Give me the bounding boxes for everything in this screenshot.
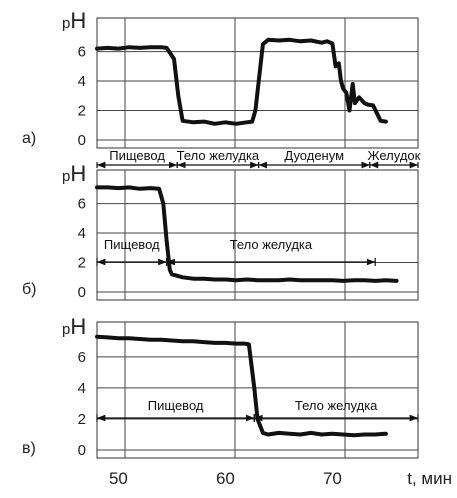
region-label: Тело желудка xyxy=(177,148,260,163)
y-tick-label: 6 xyxy=(78,44,86,61)
y-tick-label: 4 xyxy=(78,225,86,242)
ph-series-line xyxy=(95,334,388,438)
panel-2: 0 2 4 6 pH б) Пищевод Тело желудка xyxy=(22,161,419,301)
plot-frame xyxy=(96,321,419,459)
x-tick-label: 50 xyxy=(109,469,128,488)
panel-label: б) xyxy=(22,281,37,298)
y-tick-label: 0 xyxy=(78,284,86,301)
x-axis-label: t, мин xyxy=(407,469,452,488)
y-axis-label: pH xyxy=(62,314,86,339)
ph-series-line xyxy=(95,37,388,126)
panel-3: 0 2 4 6 pH в) Пищевод Тело желудка 50 60 70 t, мин xyxy=(22,314,452,488)
region-label: Желудок xyxy=(368,148,421,163)
x-tick-label: 70 xyxy=(323,469,342,488)
region-label: Пищевод xyxy=(104,237,160,252)
panel-label: в) xyxy=(22,440,36,457)
x-tick-label: 60 xyxy=(216,469,235,488)
y-tick-label: 0 xyxy=(78,442,86,459)
region-label: Пищевод xyxy=(109,148,165,163)
region-label: Тело желудка xyxy=(295,398,378,413)
plot-frame xyxy=(96,169,419,301)
region-label: Дуоденум xyxy=(284,148,344,163)
y-tick-label: 2 xyxy=(78,103,86,120)
y-tick-label: 6 xyxy=(78,349,86,366)
plot-frame xyxy=(96,17,419,149)
y-tick-label: 4 xyxy=(78,73,86,90)
region-label: Пищевод xyxy=(148,398,204,413)
y-tick-label: 2 xyxy=(78,255,86,272)
ph-series-line xyxy=(95,185,399,283)
region-label: Тело желудка xyxy=(230,237,313,252)
panel-1: 0 2 4 6 pH а) Пищевод Тело желудка Дуоденум Желуд… xyxy=(22,8,421,169)
y-tick-label: 6 xyxy=(78,196,86,213)
y-tick-label: 2 xyxy=(78,411,86,428)
y-axis-label: pH xyxy=(62,161,86,186)
y-tick-label: 0 xyxy=(78,132,86,149)
y-tick-label: 4 xyxy=(78,380,86,397)
y-axis-label: pH xyxy=(62,8,86,33)
panel-label: а) xyxy=(22,130,36,147)
